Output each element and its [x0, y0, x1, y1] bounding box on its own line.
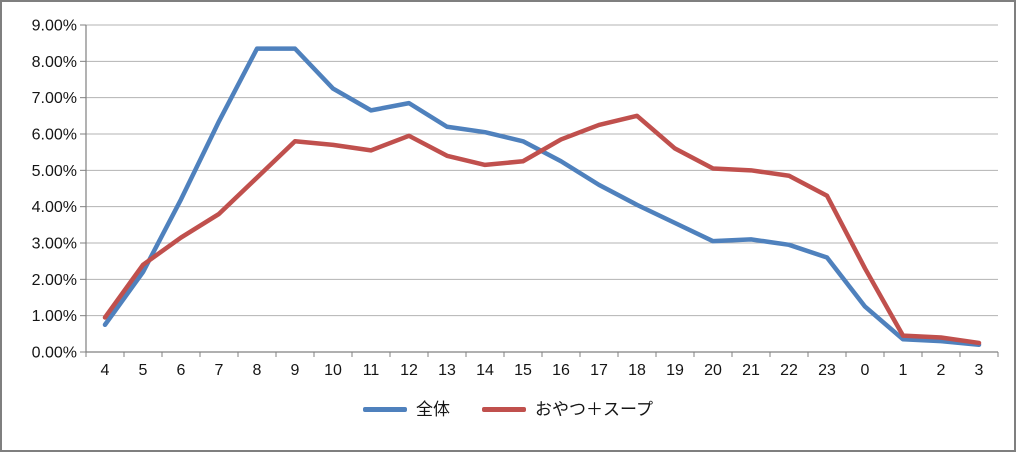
y-axis-tick-label: 9.00% [32, 18, 77, 35]
legend-item-oyatsu-soup: おやつ＋スープ [482, 401, 653, 418]
y-axis-tick-label: 4.00% [32, 199, 77, 216]
x-axis-tick-label: 6 [177, 362, 186, 379]
x-axis-tick-label: 2 [937, 362, 946, 379]
y-axis-tick-label: 6.00% [32, 127, 77, 144]
x-axis-tick-label: 23 [818, 362, 836, 379]
x-axis-tick-label: 13 [438, 362, 456, 379]
y-axis-tick-label: 2.00% [32, 272, 77, 289]
x-axis-tick-label: 9 [291, 362, 300, 379]
x-axis-tick-label: 4 [101, 362, 110, 379]
x-axis-tick-label: 20 [704, 362, 722, 379]
y-axis-tick-label: 8.00% [32, 54, 77, 71]
x-axis-tick-label: 12 [400, 362, 418, 379]
x-axis-tick-label: 22 [780, 362, 798, 379]
legend-label-zentai: 全体 [416, 400, 450, 419]
x-axis-tick-label: 17 [590, 362, 608, 379]
legend-item-zentai: 全体 [363, 401, 450, 418]
x-axis-tick-label: 1 [899, 362, 908, 379]
x-axis-tick-label: 15 [514, 362, 532, 379]
y-axis-tick-label: 3.00% [32, 236, 77, 253]
y-axis-tick-label: 5.00% [32, 163, 77, 180]
chart-legend: 全体 おやつ＋スープ [2, 401, 1014, 418]
x-axis-tick-label: 19 [666, 362, 684, 379]
y-axis-tick-label: 7.00% [32, 90, 77, 107]
x-axis-tick-label: 21 [742, 362, 760, 379]
legend-label-oyatsu-soup: おやつ＋スープ [535, 400, 653, 419]
x-axis-tick-label: 3 [975, 362, 984, 379]
x-axis-tick-label: 0 [861, 362, 870, 379]
x-axis-tick-label: 5 [139, 362, 148, 379]
x-axis-tick-label: 7 [215, 362, 224, 379]
legend-line-swatch-blue [363, 407, 407, 412]
x-axis-tick-label: 10 [324, 362, 342, 379]
y-axis-tick-label: 1.00% [32, 308, 77, 325]
x-axis-tick-label: 8 [253, 362, 262, 379]
x-axis-tick-label: 14 [476, 362, 494, 379]
y-axis-tick-label: 0.00% [32, 345, 77, 362]
series-line-1 [102, 113, 982, 346]
legend-line-swatch-red [482, 407, 526, 412]
x-axis-tick-label: 18 [628, 362, 646, 379]
x-axis-tick-label: 16 [552, 362, 570, 379]
x-axis-tick-label: 11 [363, 362, 380, 379]
